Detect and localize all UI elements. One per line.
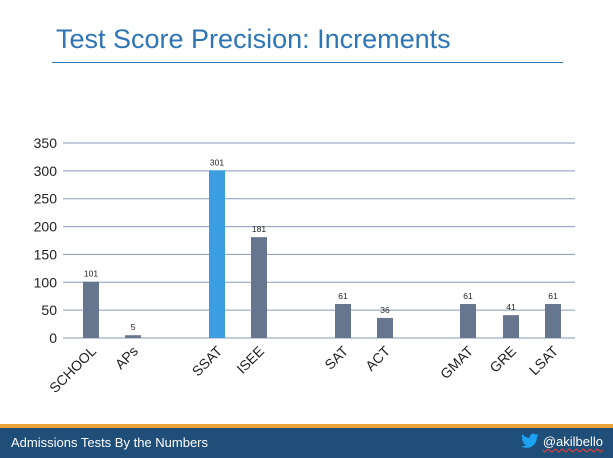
footer-bar: Admissions Tests By the Numbers @akilbel… [0,428,613,458]
data-label: 181 [252,224,266,234]
data-label: 41 [506,302,516,312]
x-tick-label: GRE [486,343,519,376]
bar-aps [125,335,141,338]
data-labels: 101 5 301 181 61 36 61 41 61 [84,157,558,332]
twitter-handle[interactable]: @akilbello [542,433,603,449]
bar-lsat [545,304,561,338]
y-tick-label: 50 [41,302,57,318]
bar-gre [503,315,519,338]
data-label: 61 [338,291,348,301]
twitter-bird-icon [520,433,539,448]
title-divider [52,62,563,63]
data-label: 61 [463,291,473,301]
data-label: 36 [380,305,390,315]
x-tick-label: SAT [321,343,351,373]
data-label: 61 [548,291,558,301]
y-tick-label: 150 [34,246,58,262]
y-tick-label: 300 [34,163,58,179]
footer-handle-group: @akilbello [520,433,603,449]
bar-ssat [209,170,225,338]
bar-sat [335,304,351,338]
x-tick-label: GMAT [437,342,476,381]
y-tick-label: 0 [49,330,57,346]
data-label: 101 [84,269,98,279]
bar-isee [251,237,267,338]
footer-text: Admissions Tests By the Numbers [11,435,208,450]
x-tick-label: SSAT [189,342,226,379]
x-axis-ticks: SCHOOL APs SSAT ISEE SAT ACT GMAT GRE LSAT [46,342,561,395]
x-tick-label: ACT [362,342,393,373]
y-tick-label: 350 [34,135,58,151]
bar-gmat [460,304,476,338]
chart-bars [83,170,561,338]
bar-act [377,317,393,338]
bar-school [83,281,99,338]
x-tick-label: ISEE [233,343,267,377]
y-axis-ticks: 0 50 100 150 200 250 300 350 [34,135,58,346]
y-tick-label: 250 [34,191,58,207]
footer-accent-line [0,424,613,428]
bar-chart: 0 50 100 150 200 250 300 350 101 5 301 181 61 36 61 41… [34,135,575,396]
data-label: 5 [131,322,136,332]
x-tick-label: SCHOOL [46,343,99,396]
slide-title: Test Score Precision: Increments [56,24,451,54]
data-label: 301 [210,157,224,167]
chart-gridlines [63,142,575,339]
x-tick-label: APs [112,343,141,372]
y-tick-label: 200 [34,219,58,235]
y-tick-label: 100 [34,274,58,290]
x-tick-label: LSAT [526,342,562,378]
